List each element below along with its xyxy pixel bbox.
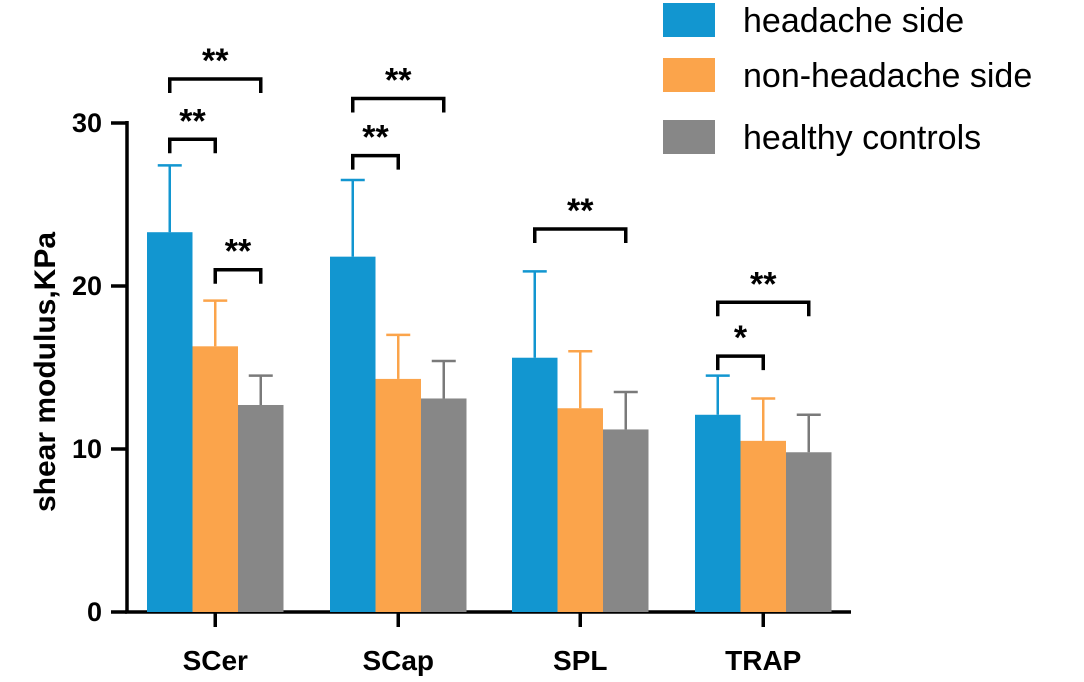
y-tick-label: 10 (72, 434, 102, 464)
legend: headache side non-headache side healthy co… (663, 2, 1032, 157)
significance-label: ** (362, 119, 389, 157)
legend-swatch (663, 58, 715, 92)
bar (147, 232, 193, 612)
bar (512, 357, 558, 612)
significance-label: ** (179, 102, 206, 140)
significance-group: *************** (168, 42, 811, 371)
legend-swatch (663, 120, 715, 154)
bar (421, 398, 467, 612)
significance-bracket (716, 354, 765, 371)
y-tick-label: 20 (72, 271, 102, 301)
bar (740, 440, 786, 612)
bar (192, 346, 238, 612)
significance-bracket (351, 96, 446, 113)
error-bars-group (157, 164, 821, 453)
bar (786, 452, 832, 612)
x-tick-label: TRAP (725, 645, 801, 676)
significance-label: ** (225, 233, 252, 271)
legend-label: healthy controls (743, 119, 981, 157)
x-tick-label: SCer (183, 645, 248, 676)
bar (238, 404, 284, 612)
significance-bracket (716, 300, 811, 317)
significance-bracket (213, 267, 263, 284)
legend-label: headache side (743, 2, 964, 40)
significance-bracket (533, 227, 628, 243)
bars-group (147, 232, 832, 612)
y-axis-title: shear modulus,KPa (29, 232, 62, 512)
x-tick-label: SCap (362, 645, 434, 676)
bar (557, 408, 603, 612)
y-tick-label: 0 (87, 597, 102, 627)
significance-bracket (351, 153, 400, 170)
bar (695, 414, 741, 612)
significance-label: ** (750, 265, 777, 303)
bar (603, 429, 649, 612)
significance-label: ** (202, 42, 229, 80)
significance-label: ** (567, 192, 594, 230)
bar (330, 256, 376, 612)
bar (375, 378, 421, 612)
y-tick-label: 30 (72, 108, 102, 138)
significance-bracket (168, 77, 263, 93)
legend-swatch (663, 3, 715, 37)
significance-label: * (734, 319, 748, 357)
x-tick-label: SPL (553, 645, 607, 676)
significance-label: ** (385, 62, 412, 100)
significance-bracket (168, 137, 217, 154)
legend-label: non-headache side (743, 57, 1032, 95)
